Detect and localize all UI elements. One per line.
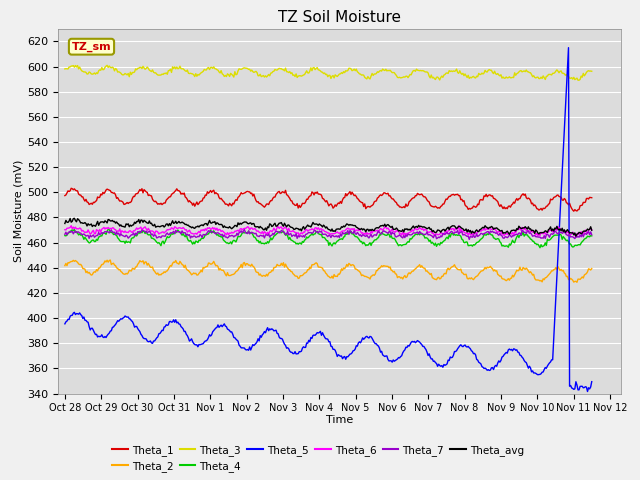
Y-axis label: Soil Moisture (mV): Soil Moisture (mV) bbox=[14, 160, 24, 263]
X-axis label: Time: Time bbox=[326, 415, 353, 425]
Legend: Theta_1, Theta_2, Theta_3, Theta_4, Theta_5, Theta_6, Theta_7, Theta_avg: Theta_1, Theta_2, Theta_3, Theta_4, Thet… bbox=[108, 441, 529, 476]
Text: TZ_sm: TZ_sm bbox=[72, 42, 111, 52]
Title: TZ Soil Moisture: TZ Soil Moisture bbox=[278, 10, 401, 25]
